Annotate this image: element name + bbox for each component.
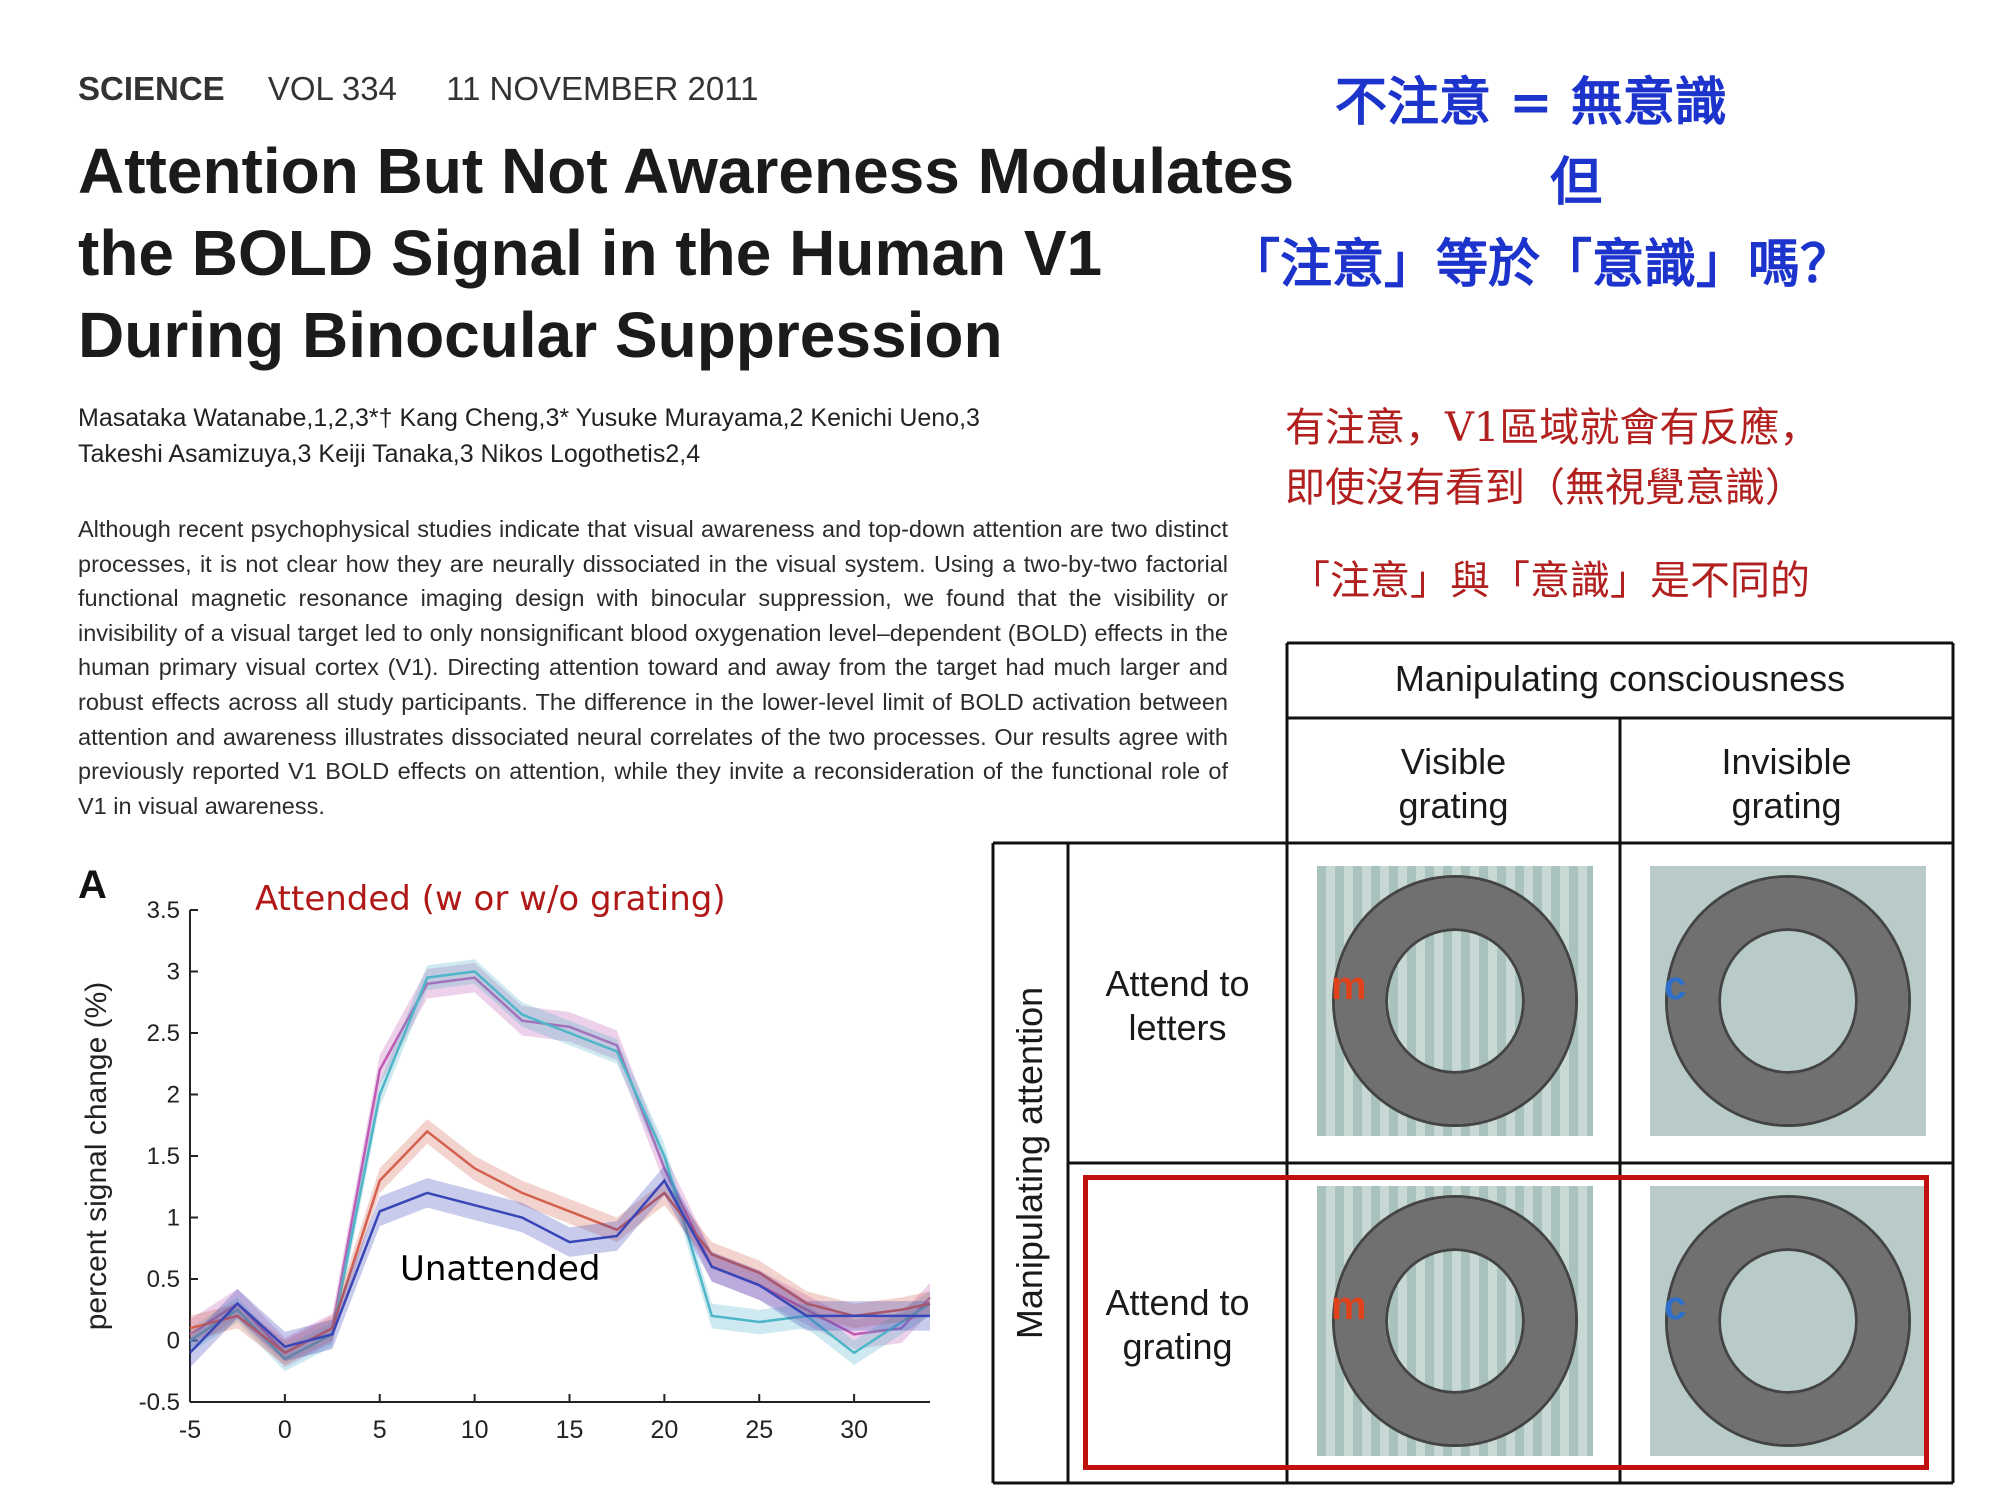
target-letter: m: [1331, 964, 1367, 1008]
annotation-red-3: 「注意」與「意識」是不同的: [1290, 558, 1810, 604]
col-visible-grating: Visible grating: [1287, 740, 1620, 828]
y-tick-label: 2: [167, 1082, 180, 1109]
col-label: grating: [1731, 785, 1842, 826]
annotation-attended: Attended (w or w/o grating): [255, 879, 726, 919]
y-tick-label: 0: [167, 1328, 180, 1355]
row-attend-grating: Attend to grating: [1068, 1281, 1287, 1369]
y-tick-label: 0.5: [147, 1266, 180, 1293]
x-tick-label: 20: [650, 1416, 678, 1444]
title-line: Attention But Not Awareness Modulates: [78, 135, 1295, 207]
row-label: grating: [1122, 1326, 1233, 1367]
author-line: Masataka Watanabe,1,2,3*† Kang Cheng,3* …: [78, 404, 980, 432]
col-invisible-grating: Invisible grating: [1620, 740, 1953, 828]
annotation-unattended: Unattended: [400, 1249, 600, 1289]
annotation-blue-2: 但: [1550, 152, 1603, 213]
stimulus-visible-grating: m: [1317, 1186, 1593, 1456]
row-header-attention: Manipulating attention: [1009, 986, 1050, 1340]
x-tick-label: 25: [745, 1416, 773, 1444]
target-letter: c: [1664, 1284, 1687, 1328]
x-tick-label: 15: [556, 1416, 584, 1444]
x-tick-label: 0: [278, 1416, 292, 1444]
journal-header: SCIENCE VOL 334 11 NOVEMBER 2011: [78, 70, 759, 108]
paper-title: Attention But Not Awareness Modulates th…: [78, 130, 1295, 376]
col-label: Visible: [1400, 741, 1507, 782]
y-tick-label: 1.5: [147, 1143, 180, 1170]
y-tick-label: -0.5: [139, 1389, 180, 1416]
y-tick-label: 3.5: [147, 897, 180, 924]
bold-signal-chart: -0.5 0 0.5 1 1.5 2 2.5 3 3.5 -5 0 5 10 15 20 25 30 percen…: [78, 863, 931, 1444]
row-label: Attend to: [1105, 963, 1250, 1004]
x-tick-label: 5: [373, 1416, 387, 1444]
table-header-consciousness: Manipulating consciousness: [1394, 658, 1846, 699]
target-letter: c: [1664, 964, 1687, 1008]
series-line-attended-invisible: [189, 970, 931, 1361]
title-line: the BOLD Signal in the Human V1: [78, 217, 1103, 289]
annulus-ring: [1668, 878, 1908, 1124]
annotation-blue-3: 「注意」等於「意識」嗎？: [1228, 234, 1853, 295]
highlight-attend-grating-row: [1083, 1175, 1929, 1470]
row-label: letters: [1128, 1007, 1227, 1048]
annotation-red-1: 有注意，V1區域就會有反應，: [1285, 405, 1820, 451]
journal-date: 11 NOVEMBER 2011: [446, 70, 759, 107]
x-tick-label: 30: [840, 1416, 868, 1444]
x-tick-label: -5: [179, 1416, 201, 1444]
series-line-unattended-invisible: [189, 1178, 930, 1354]
y-tick-label: 2.5: [147, 1020, 180, 1047]
abstract: Although recent psychophysical studies i…: [78, 516, 1228, 819]
y-tick-label: 3: [167, 959, 180, 986]
series-line-unattended-visible: [189, 1129, 931, 1355]
stimulus-invisible-letters: c: [1650, 866, 1926, 1136]
author-list: Masataka Watanabe,1,2,3*† Kang Cheng,3* …: [78, 400, 1258, 472]
y-tick-label: 1: [167, 1205, 180, 1232]
annotation-blue-1: 不注意 = 無意識: [1335, 72, 1727, 133]
panel-label: A: [78, 863, 107, 907]
author-line: Takeshi Asamizuya,3 Keiji Tanaka,3 Nikos…: [78, 440, 701, 468]
title-line: During Binocular Suppression: [78, 299, 1003, 371]
x-tick-label: 10: [461, 1416, 489, 1444]
row-attend-letters: Attend to letters: [1068, 962, 1287, 1050]
error-band-unattended-invisible: [190, 1165, 930, 1368]
annotation-red-2: 即使沒有看到（無視覺意識）: [1285, 465, 1805, 511]
error-band-unattended-visible: [190, 1119, 930, 1366]
stimulus-invisible-grating: c: [1650, 1186, 1926, 1456]
row-label: Attend to: [1105, 1282, 1250, 1323]
col-label: grating: [1398, 785, 1509, 826]
y-axis-label: percent signal change (%): [80, 982, 113, 1331]
col-label: Invisible: [1721, 741, 1852, 782]
journal-volume: VOL 334: [267, 70, 397, 107]
journal-name: SCIENCE: [78, 70, 225, 107]
annulus-ring: [1335, 878, 1575, 1124]
target-letter: m: [1331, 1284, 1367, 1328]
error-band-attended-invisible: [190, 959, 930, 1372]
stimulus-visible-letters: m: [1317, 866, 1593, 1136]
